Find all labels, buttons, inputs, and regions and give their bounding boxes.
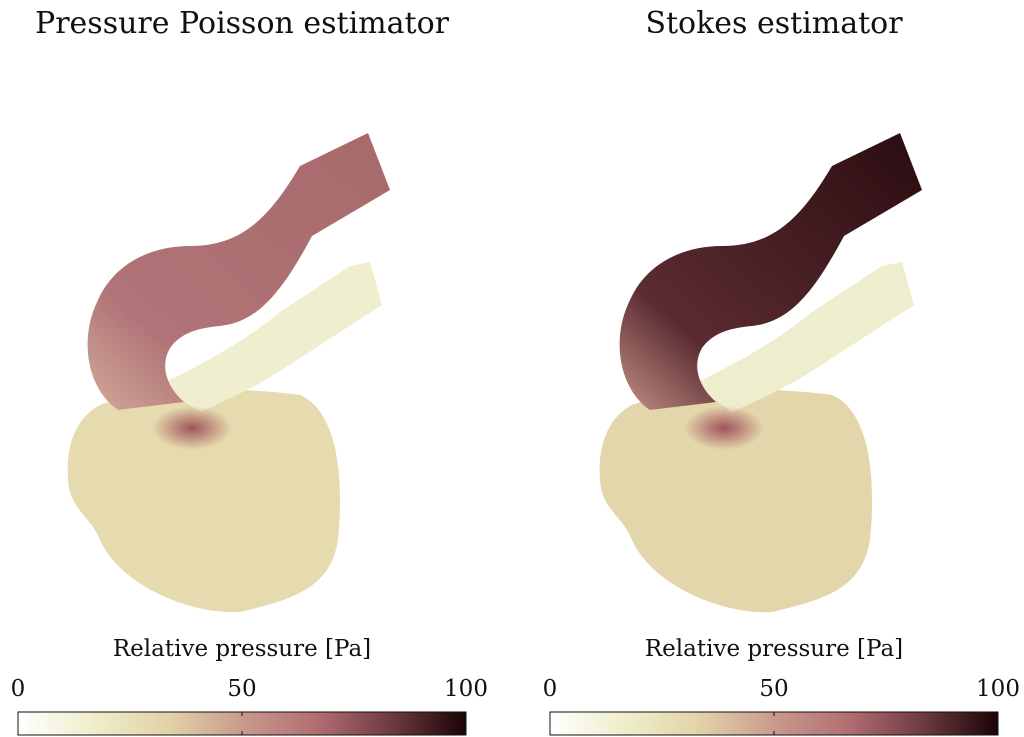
panel-title: Stokes estimator [645, 6, 903, 41]
colorbar-tick-label: 0 [11, 676, 26, 702]
colorbar-tick-label: 100 [444, 676, 488, 702]
colorbar-tick-label: 0 [543, 676, 558, 702]
pressure-field [599, 133, 922, 613]
colorbar-tick-label: 50 [227, 676, 256, 702]
colorbar-label: Relative pressure [Pa] [113, 636, 371, 662]
pressure-field [67, 133, 390, 613]
colorbar-tick-label: 100 [976, 676, 1020, 702]
colorbar-tick-label: 50 [759, 676, 788, 702]
panel-title: Pressure Poisson estimator [35, 6, 450, 41]
colorbar-label: Relative pressure [Pa] [645, 636, 903, 662]
